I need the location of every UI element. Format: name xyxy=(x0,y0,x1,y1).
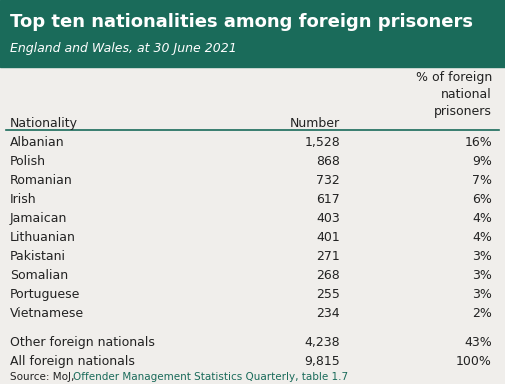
Text: 2%: 2% xyxy=(472,307,492,320)
Text: Nationality: Nationality xyxy=(10,117,78,130)
Text: Polish: Polish xyxy=(10,155,46,168)
Text: 4%: 4% xyxy=(472,231,492,244)
Text: All foreign nationals: All foreign nationals xyxy=(10,355,135,368)
Text: 403: 403 xyxy=(316,212,340,225)
Text: 401: 401 xyxy=(316,231,340,244)
Text: Jamaican: Jamaican xyxy=(10,212,67,225)
Text: 9,815: 9,815 xyxy=(304,355,340,368)
Text: 1,528: 1,528 xyxy=(304,136,340,149)
Text: Romanian: Romanian xyxy=(10,174,73,187)
Text: Lithuanian: Lithuanian xyxy=(10,231,76,244)
Text: England and Wales, at 30 June 2021: England and Wales, at 30 June 2021 xyxy=(10,42,237,55)
Text: 271: 271 xyxy=(316,250,340,263)
Text: Source: MoJ,: Source: MoJ, xyxy=(10,372,78,382)
Text: 234: 234 xyxy=(316,307,340,320)
Text: 732: 732 xyxy=(316,174,340,187)
Text: 4%: 4% xyxy=(472,212,492,225)
Text: Somalian: Somalian xyxy=(10,269,68,282)
Text: 4,238: 4,238 xyxy=(305,336,340,349)
Text: Number: Number xyxy=(290,117,340,130)
Text: 43%: 43% xyxy=(464,336,492,349)
Text: Albanian: Albanian xyxy=(10,136,65,149)
Text: 3%: 3% xyxy=(472,288,492,301)
Text: 255: 255 xyxy=(316,288,340,301)
Text: Offender Management Statistics Quarterly, table 1.7: Offender Management Statistics Quarterly… xyxy=(73,372,348,382)
Text: 3%: 3% xyxy=(472,250,492,263)
Text: 9%: 9% xyxy=(472,155,492,168)
Text: 3%: 3% xyxy=(472,269,492,282)
Text: % of foreign
national
prisoners: % of foreign national prisoners xyxy=(416,71,492,118)
Text: Pakistani: Pakistani xyxy=(10,250,66,263)
Text: Vietnamese: Vietnamese xyxy=(10,307,84,320)
Text: Other foreign nationals: Other foreign nationals xyxy=(10,336,155,349)
Text: Portuguese: Portuguese xyxy=(10,288,80,301)
Text: 868: 868 xyxy=(316,155,340,168)
Text: 100%: 100% xyxy=(456,355,492,368)
Text: 16%: 16% xyxy=(464,136,492,149)
Text: Top ten nationalities among foreign prisoners: Top ten nationalities among foreign pris… xyxy=(10,13,473,31)
Text: 617: 617 xyxy=(316,193,340,206)
Text: 268: 268 xyxy=(316,269,340,282)
Text: Irish: Irish xyxy=(10,193,37,206)
Bar xyxy=(0,0,505,67)
Text: 7%: 7% xyxy=(472,174,492,187)
Text: 6%: 6% xyxy=(472,193,492,206)
